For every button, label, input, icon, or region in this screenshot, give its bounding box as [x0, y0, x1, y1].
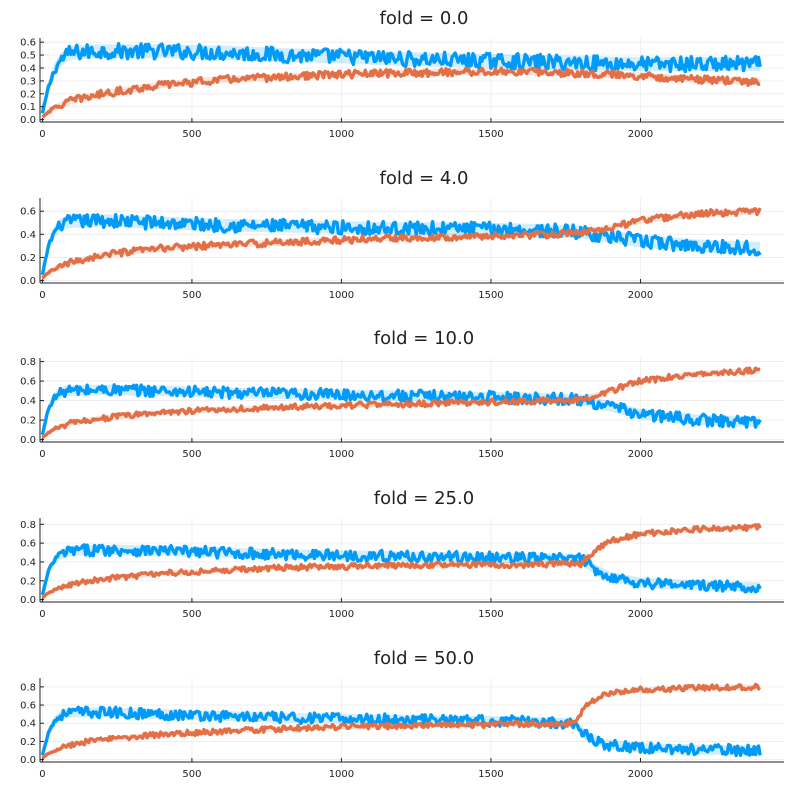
x-tick-label: 0 [39, 769, 45, 780]
series-1-line [41, 207, 762, 280]
x-tick-label: 500 [182, 769, 201, 780]
series-0-line [40, 213, 762, 276]
x-tick-label: 1500 [478, 449, 503, 460]
panel-1: fold = 4.0 0 500 1000 1500 2000 0.0 0.2 0.4 0.6 [20, 168, 784, 301]
panel-4: fold = 50.0 0 500 1000 1500 2000 0.0 0.2 0.4 0.6 0… [20, 648, 784, 780]
panel-title: fold = 25.0 [374, 488, 474, 509]
y-tick-label: 0.0 [20, 115, 36, 126]
x-tick-label: 1000 [329, 769, 354, 780]
y-tick-label: 0.0 [20, 755, 36, 766]
series-0-line [40, 543, 762, 596]
y-tick-label: 0.4 [20, 63, 36, 74]
series-0-line [40, 383, 762, 436]
y-tick-label: 0.8 [20, 357, 36, 368]
y-tick-label: 0.2 [20, 416, 36, 427]
panel-0: fold = 0.0 0 500 1000 1500 2000 0.0 0.1 0.2 0.3 0.… [20, 8, 784, 140]
y-tick-label: 0.3 [20, 76, 36, 87]
x-tick-label: 1500 [478, 290, 503, 301]
x-tick-label: 2000 [628, 609, 653, 620]
y-tick-label: 0.2 [20, 253, 36, 264]
y-tick-label: 0.5 [20, 51, 36, 62]
x-tick-label: 1000 [329, 290, 354, 301]
series-1-line [41, 366, 761, 439]
panel-title: fold = 10.0 [374, 328, 474, 349]
x-tick-label: 0 [39, 129, 45, 140]
x-tick-label: 1000 [329, 609, 354, 620]
y-tick-label: 0.4 [20, 396, 36, 407]
y-tick-label: 0.4 [20, 230, 36, 241]
y-tick-label: 0.6 [20, 38, 36, 49]
x-tick-label: 1500 [478, 769, 503, 780]
x-tick-label: 1500 [478, 129, 503, 140]
y-tick-label: 0.8 [20, 520, 36, 531]
panel-3: fold = 25.0 0 500 1000 1500 2000 0.0 0.2 0.4 0.6 0… [20, 488, 784, 620]
panel-2: fold = 10.0 0 500 1000 1500 2000 0.0 0.2 0.4 0.6 0… [20, 328, 784, 460]
y-tick-label: 0.4 [20, 719, 36, 730]
y-tick-label: 0.6 [20, 377, 36, 388]
x-tick-label: 2000 [628, 129, 653, 140]
y-tick-label: 0.8 [20, 682, 36, 693]
series-1-line [41, 523, 762, 600]
panel-title: fold = 4.0 [380, 168, 469, 189]
x-tick-label: 0 [39, 609, 45, 620]
x-tick-label: 500 [182, 129, 201, 140]
series-1-line [41, 66, 761, 119]
x-tick-label: 500 [182, 609, 201, 620]
x-tick-label: 2000 [628, 290, 653, 301]
x-tick-label: 1000 [329, 129, 354, 140]
panel-title: fold = 0.0 [380, 8, 469, 29]
y-tick-label: 0.6 [20, 539, 36, 550]
x-tick-label: 1000 [329, 449, 354, 460]
panel-title: fold = 50.0 [374, 648, 474, 669]
x-tick-label: 500 [182, 449, 201, 460]
x-tick-label: 0 [39, 290, 45, 301]
y-tick-label: 0.6 [20, 701, 36, 712]
y-tick-label: 0.0 [20, 276, 36, 287]
x-tick-label: 500 [182, 290, 201, 301]
y-tick-label: 0.6 [20, 207, 36, 218]
y-tick-label: 0.0 [20, 435, 36, 446]
x-tick-label: 2000 [628, 769, 653, 780]
x-tick-label: 1500 [478, 609, 503, 620]
series-1-band [42, 68, 761, 120]
y-tick-label: 0.2 [20, 576, 36, 587]
y-tick-label: 0.2 [20, 89, 36, 100]
x-tick-label: 2000 [628, 449, 653, 460]
y-tick-label: 0.1 [20, 102, 36, 113]
y-tick-label: 0.4 [20, 557, 36, 568]
y-tick-label: 0.2 [20, 737, 36, 748]
x-tick-label: 0 [39, 449, 45, 460]
series-0-line [40, 705, 762, 758]
series-1-line [41, 682, 762, 760]
y-tick-label: 0.0 [20, 595, 36, 606]
series-0-line [40, 42, 762, 114]
